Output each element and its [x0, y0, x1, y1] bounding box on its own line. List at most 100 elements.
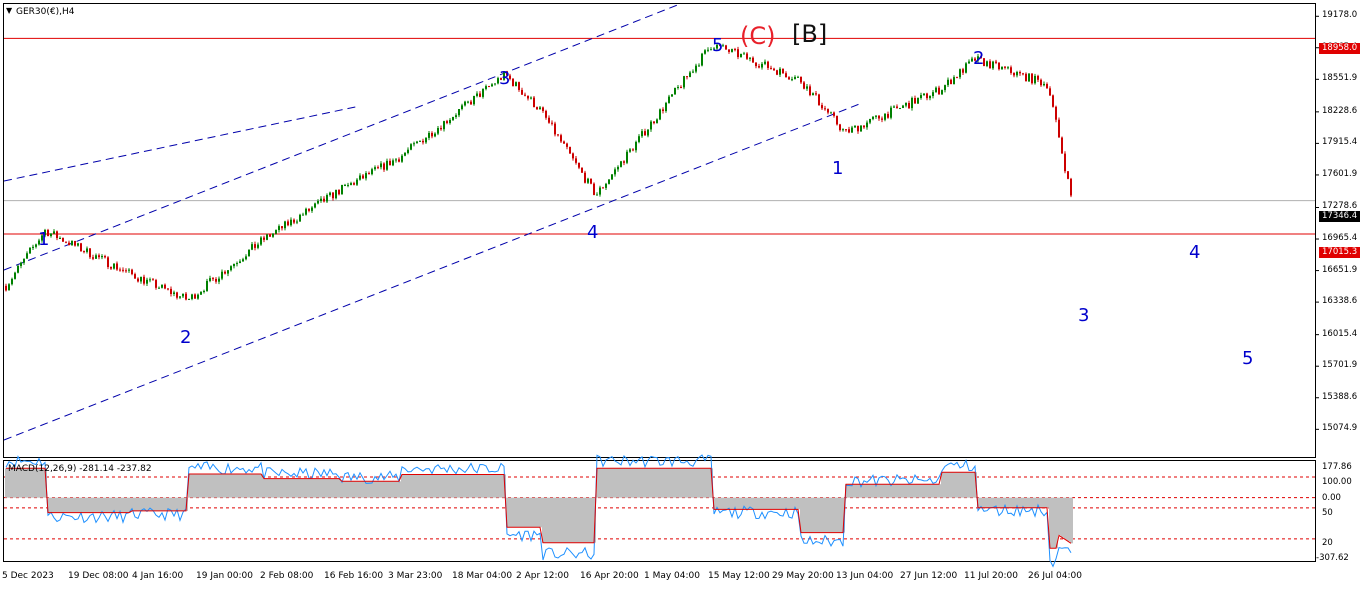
price-tag-current: 17346.4	[1319, 211, 1361, 222]
macd-hist-bar	[962, 472, 965, 498]
price-tick: 17601.9	[1322, 168, 1358, 179]
candle-body	[140, 276, 142, 282]
main-pane	[3, 3, 1316, 458]
macd-hist-bar	[215, 473, 218, 498]
macd-hist-bar	[854, 484, 857, 498]
macd-hist-bar	[671, 468, 674, 498]
candle-body	[1004, 66, 1006, 68]
macd-hist-bar	[107, 497, 110, 513]
time-tick: 26 Jul 04:00	[1028, 571, 1082, 581]
candle-body	[23, 258, 25, 263]
macd-hist-bar	[122, 497, 125, 513]
candle-body	[887, 113, 889, 118]
macd-hist-bar	[632, 468, 635, 498]
candle-body	[263, 237, 265, 240]
macd-hist-bar	[785, 497, 788, 510]
candle-body	[275, 230, 277, 234]
macd-hist-bar	[617, 468, 620, 498]
triangle-down-icon[interactable]: ▼	[6, 6, 13, 15]
candle-body	[716, 44, 718, 49]
macd-hist-bar	[1025, 497, 1028, 508]
candle-body	[791, 79, 793, 81]
macd-hist-bar	[932, 484, 935, 498]
macd-hist-bar	[365, 481, 368, 498]
macd-hist-bar	[812, 497, 815, 533]
macd-hist-bar	[413, 474, 416, 498]
macd-hist-bar	[335, 478, 338, 498]
candle-body	[74, 240, 76, 246]
candle-body	[971, 58, 973, 62]
macd-hist-bar	[50, 497, 53, 513]
macd-hist-bar	[95, 497, 98, 513]
macd-hist-bar	[851, 484, 854, 498]
macd-hist-bar	[260, 473, 263, 498]
macd-hist-bar	[350, 481, 353, 498]
candle-body	[269, 234, 271, 237]
candle-body	[896, 106, 898, 109]
macd-hist-bar	[344, 481, 347, 498]
candle-body	[899, 108, 901, 110]
price-tick: 17278.6	[1322, 201, 1358, 212]
candle-body	[1031, 73, 1033, 84]
candle-body	[965, 63, 967, 73]
macd-hist-bar	[944, 472, 947, 498]
macd-hist-bar	[863, 484, 866, 498]
macd-hist-bar	[209, 473, 212, 498]
macd-hist-bar	[368, 481, 371, 498]
candle-body	[191, 294, 193, 299]
candle-body	[827, 109, 829, 113]
candle-body	[587, 178, 589, 183]
macd-hist-bar	[302, 478, 305, 498]
macd-hist-bar	[779, 497, 782, 510]
macd-hist-bar	[584, 497, 587, 543]
candle-body	[455, 115, 457, 117]
macd-hist-bar	[290, 478, 293, 498]
macd-hist-bar	[542, 497, 545, 543]
macd-hist-bar	[440, 474, 443, 498]
candle-body	[758, 66, 760, 68]
candle-body	[845, 129, 847, 131]
candle-body	[203, 290, 205, 292]
candle-body	[728, 49, 730, 52]
candle-body	[962, 69, 964, 73]
candle-body	[1055, 106, 1057, 120]
macd-hist-bar	[305, 478, 308, 498]
candle-body	[113, 263, 115, 269]
macd-hist-bar	[308, 478, 311, 498]
candle-body	[995, 61, 997, 63]
candle-body	[908, 103, 910, 109]
macd-hist-bar	[710, 468, 713, 498]
candle-body	[746, 53, 748, 59]
candle-body	[476, 93, 478, 96]
candle-body	[380, 163, 382, 168]
macd-hist-bar	[860, 484, 863, 498]
macd-hist-bar	[869, 484, 872, 498]
macd-hist-bar	[110, 497, 113, 513]
candle-body	[161, 284, 163, 288]
macd-hist-bar	[926, 484, 929, 498]
macd-hist-bar	[278, 478, 281, 498]
macd-hist-bar	[1019, 497, 1022, 508]
macd-hist-bar	[551, 497, 554, 543]
wave-label-5: 5	[712, 35, 724, 56]
wave-label-1: 1	[38, 229, 50, 250]
candle-body	[1034, 75, 1036, 84]
wave-label-c: (C)	[740, 22, 776, 50]
macd-hist-bar	[404, 474, 407, 498]
macd-hist-bar	[137, 497, 140, 511]
candle-body	[770, 67, 772, 69]
candle-body	[62, 238, 64, 242]
macd-hist-bar	[965, 472, 968, 498]
candle-body	[221, 271, 223, 279]
candle-body	[659, 109, 661, 120]
macd-hist-bar	[845, 484, 848, 498]
macd-hist-bar	[941, 472, 944, 498]
candle-body	[401, 155, 403, 162]
candle-body	[719, 44, 721, 46]
candle-body	[104, 256, 106, 258]
candle-body	[332, 192, 334, 199]
macd-hist-bar	[983, 497, 986, 508]
candle-body	[920, 95, 922, 99]
candle-body	[749, 57, 751, 59]
